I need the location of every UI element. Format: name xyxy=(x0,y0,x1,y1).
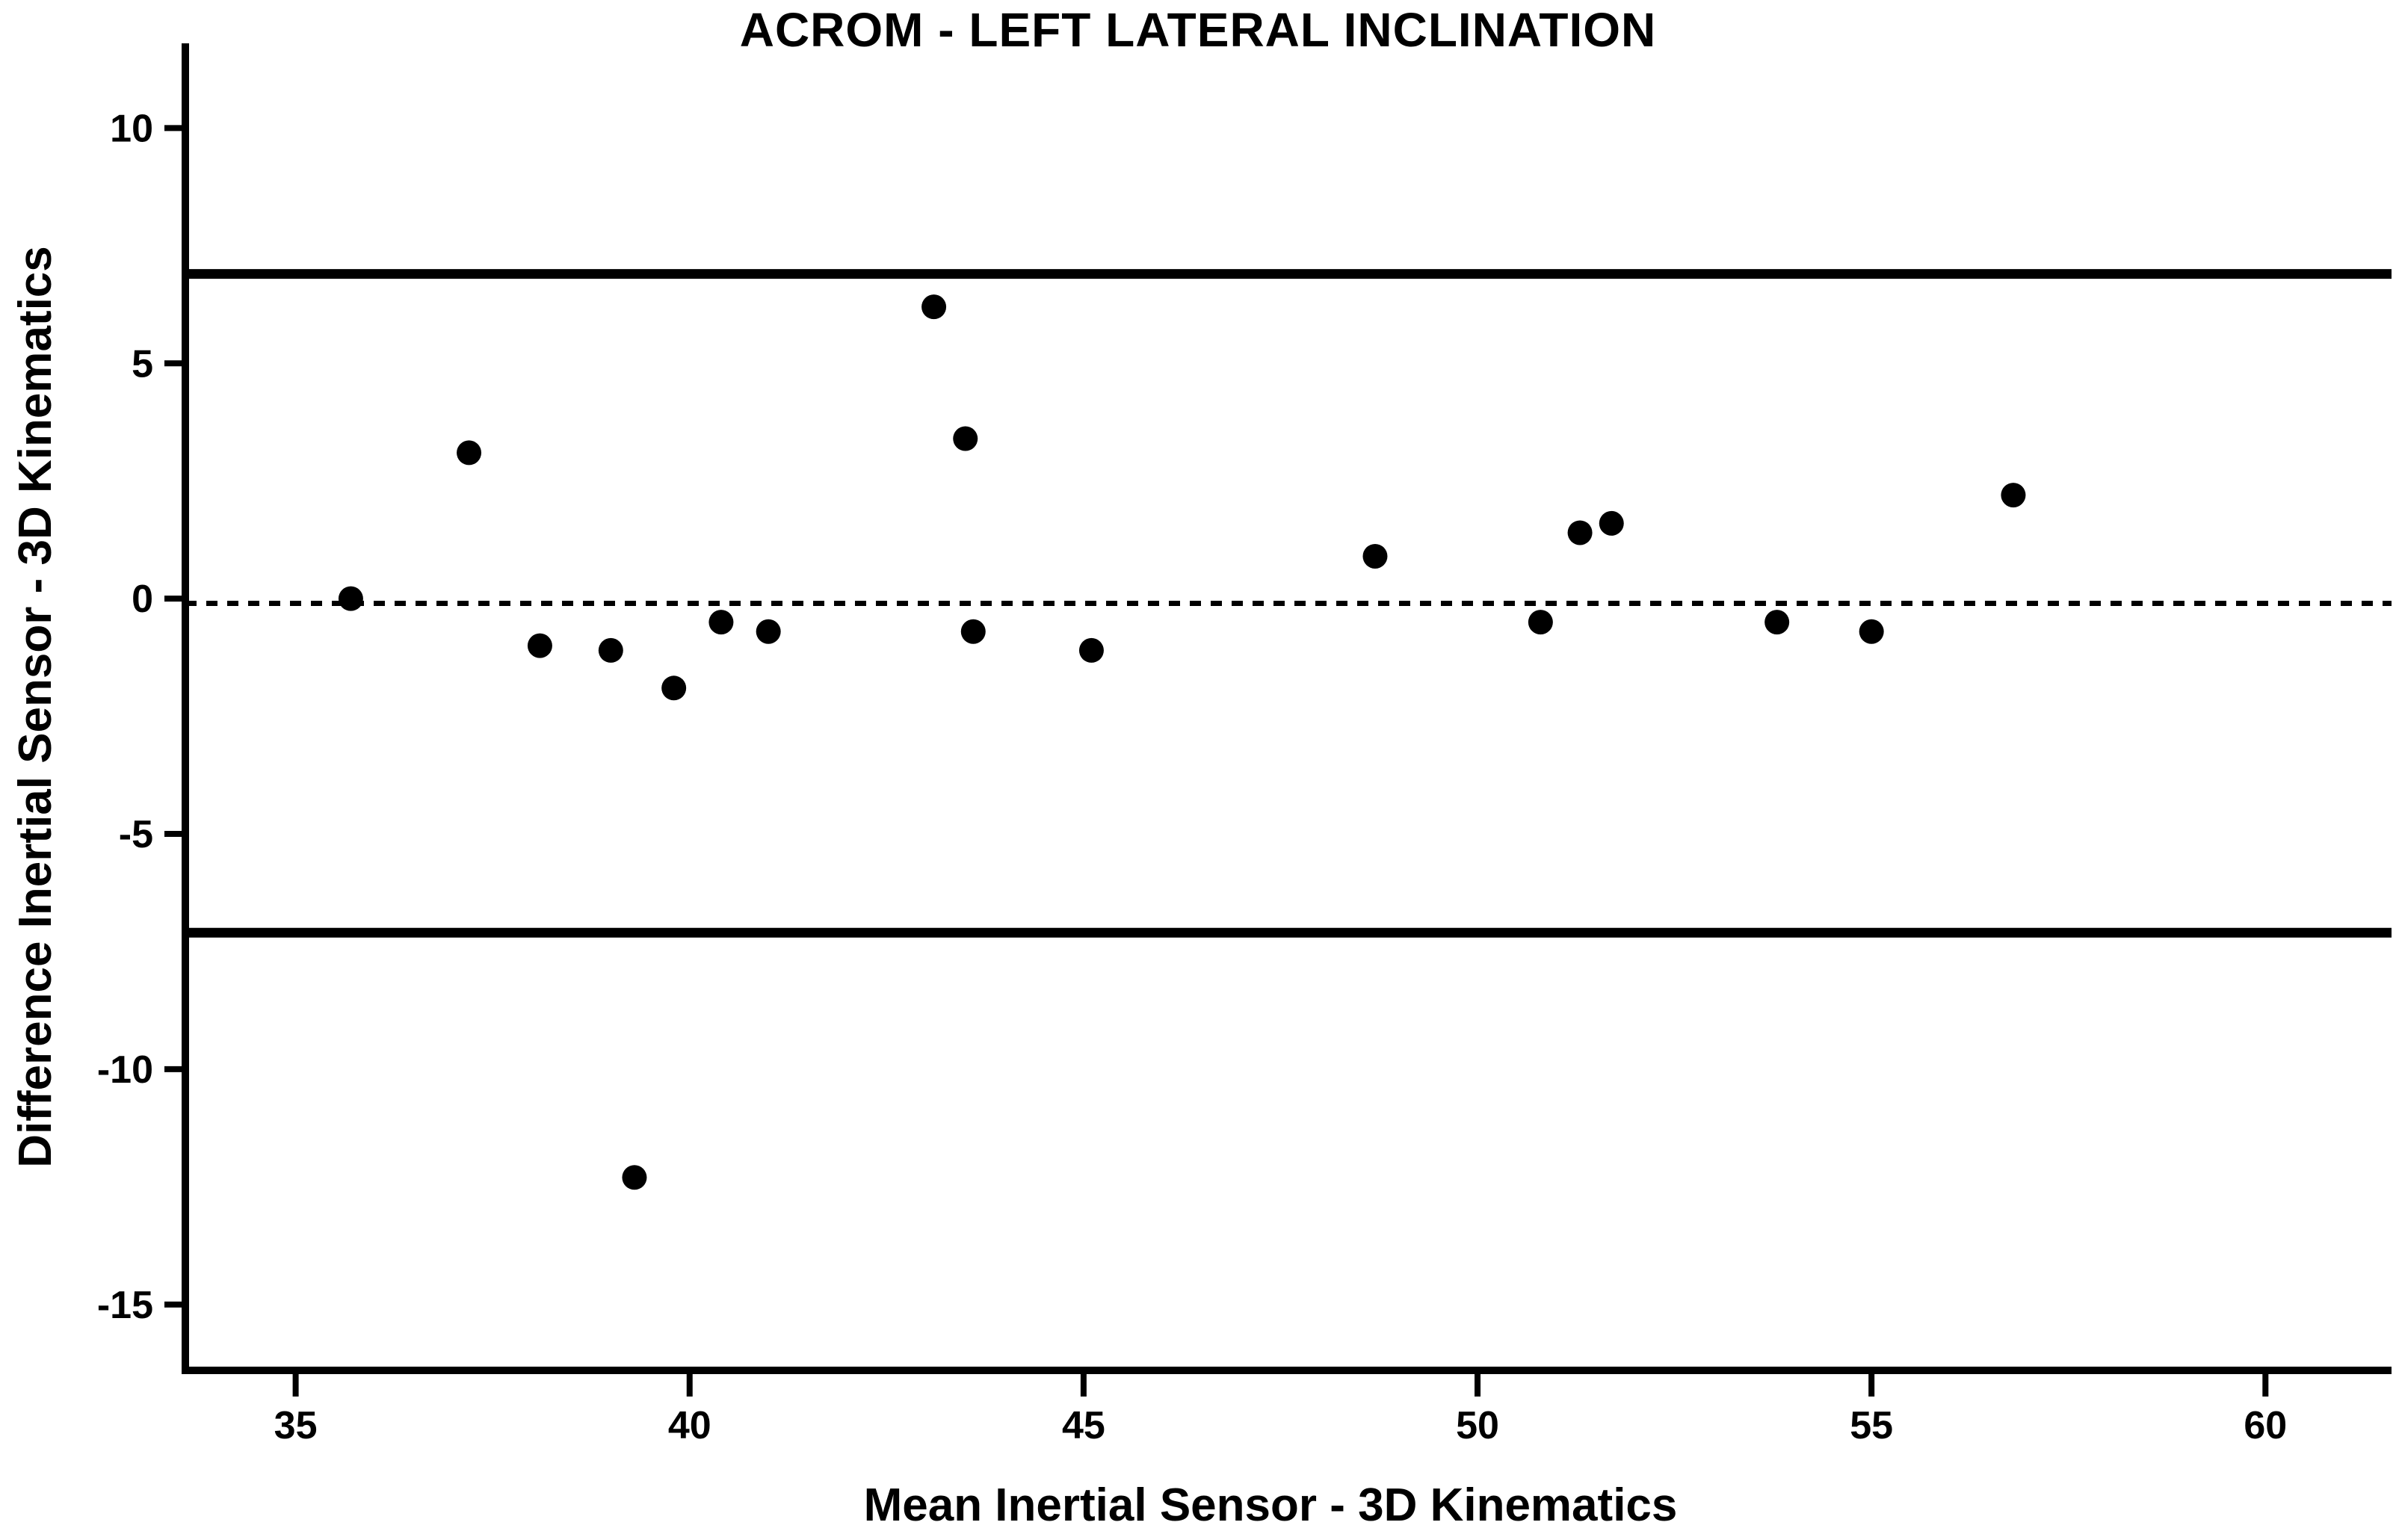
chart-title: ACROM - LEFT LATERAL INCLINATION xyxy=(740,3,1657,57)
data-point xyxy=(756,619,781,644)
x-tick-label: 55 xyxy=(1850,1404,1893,1447)
y-tick-label: 0 xyxy=(132,578,153,621)
data-point xyxy=(708,610,734,635)
data-point xyxy=(622,1165,647,1190)
data-point xyxy=(960,619,986,644)
x-tick-label: 35 xyxy=(274,1404,318,1447)
data-point xyxy=(1528,610,1553,635)
y-tick-label: 10 xyxy=(110,107,153,150)
x-tick-label: 60 xyxy=(2244,1404,2287,1447)
data-point xyxy=(1859,619,1884,644)
data-point xyxy=(1078,637,1104,663)
data-point xyxy=(527,633,552,658)
y-axis-label: Difference Inertial Sensor - 3D Kinemati… xyxy=(10,246,61,1168)
data-point xyxy=(2001,483,2026,508)
y-tick-label: -15 xyxy=(97,1284,153,1327)
data-point xyxy=(1567,520,1593,545)
data-point xyxy=(338,586,363,611)
axis-ticks xyxy=(164,125,2269,1397)
data-point xyxy=(457,440,482,466)
data-point xyxy=(953,426,978,451)
data-point xyxy=(921,294,947,320)
x-tick-label: 40 xyxy=(668,1404,711,1447)
y-tick-label: -10 xyxy=(97,1048,153,1092)
y-tick-label: 5 xyxy=(132,342,153,386)
data-point xyxy=(1362,543,1388,569)
data-point xyxy=(1764,610,1790,635)
data-points xyxy=(338,294,2026,1190)
data-point xyxy=(661,675,687,701)
axes xyxy=(182,43,2392,1374)
reference-lines xyxy=(185,269,2392,938)
y-tick-label: -5 xyxy=(119,813,153,856)
data-point xyxy=(1599,510,1624,536)
x-tick-label: 50 xyxy=(1456,1404,1499,1447)
x-axis-label: Mean Inertial Sensor - 3D Kinematics xyxy=(864,1479,1678,1531)
x-tick-label: 45 xyxy=(1062,1404,1105,1447)
data-point xyxy=(598,637,623,663)
